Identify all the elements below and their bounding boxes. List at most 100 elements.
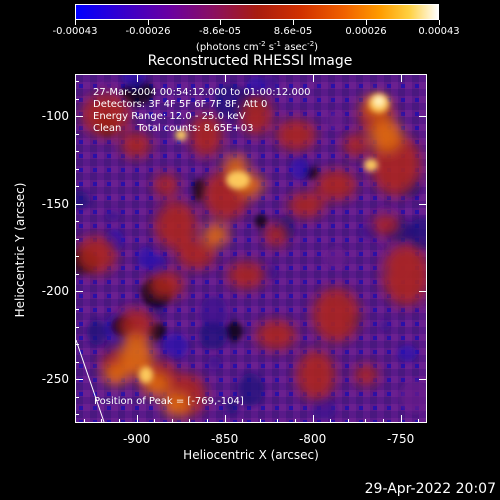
x-minor-tick xyxy=(259,419,261,423)
y-minor-tick xyxy=(75,361,79,363)
colorbar-tick xyxy=(148,20,149,25)
colorbar-tick xyxy=(220,20,221,25)
x-major-tick-top xyxy=(224,74,226,82)
noise-blob xyxy=(137,246,155,270)
noise-blob xyxy=(198,321,228,350)
y-minor-tick xyxy=(75,291,79,293)
emission-blob xyxy=(147,270,185,300)
info-energy-range: Energy Range: 12.0 - 25.0 keV xyxy=(93,111,246,122)
y-minor-tick xyxy=(75,309,79,310)
y-major-tick-right xyxy=(419,203,427,205)
info-detectors: Detectors: 3F 4F 5F 6F 7F 8F, Att 0 xyxy=(93,99,268,110)
colorbar-tick-label: -0.00026 xyxy=(125,26,171,37)
x-minor-tick xyxy=(83,419,85,423)
y-minor-tick xyxy=(75,414,79,416)
noise-blob xyxy=(86,319,108,346)
y-minor-tick xyxy=(75,133,79,135)
x-minor-tick xyxy=(312,419,314,423)
y-major-tick-right xyxy=(419,291,427,293)
emission-peak xyxy=(374,95,384,107)
noise-blob xyxy=(192,178,207,194)
x-minor-tick xyxy=(171,419,173,423)
x-minor-tick xyxy=(189,419,191,423)
x-axis-label: Heliocentric X (arcsec) xyxy=(183,448,319,462)
emission-blob xyxy=(81,92,131,138)
y-major-tick xyxy=(75,116,83,118)
colorbar-tick-label: -0.00043 xyxy=(52,26,98,37)
x-minor-tick xyxy=(365,419,367,423)
emission-blob xyxy=(382,244,426,306)
x-minor-tick xyxy=(295,419,296,423)
emission-blob xyxy=(189,113,223,157)
y-major-tick xyxy=(75,379,83,381)
noise-blob xyxy=(162,333,189,359)
emission-blob xyxy=(312,287,360,343)
x-tick-label: -750 xyxy=(386,432,415,446)
x-minor-tick xyxy=(347,419,349,423)
emission-core xyxy=(226,170,250,190)
noise-blob xyxy=(399,380,426,414)
y-major-tick xyxy=(75,291,83,293)
observation-info: 27-Mar-2004 00:54:12.000 to 01:00:12.000… xyxy=(93,87,311,135)
colorbar-tick-label: 8.6e-05 xyxy=(273,26,313,37)
limb-line xyxy=(76,339,105,422)
noise-blob xyxy=(246,76,266,98)
colorbar-tick xyxy=(366,20,367,25)
y-minor-tick xyxy=(75,203,79,205)
noise-blob xyxy=(207,356,222,370)
y-minor-tick xyxy=(75,186,79,188)
noise-blob xyxy=(264,264,278,280)
colorbar-tick-label: 0.00043 xyxy=(418,26,460,37)
emission-blob xyxy=(76,235,117,275)
unit-part: (photons cm xyxy=(195,42,259,53)
noise-blob xyxy=(290,156,310,180)
emission-blob xyxy=(239,94,273,136)
x-major-tick-top xyxy=(136,74,138,82)
emission-blob xyxy=(315,169,357,201)
x-major-tick-top xyxy=(312,74,314,82)
y-tick-label: -150 xyxy=(41,196,69,211)
y-tick-label: -100 xyxy=(41,109,69,124)
y-minor-tick xyxy=(75,273,79,275)
unit-part: ) xyxy=(314,42,319,53)
emission-blob xyxy=(287,192,325,218)
y-tick-label: -250 xyxy=(41,372,69,387)
y-minor-tick xyxy=(75,344,79,346)
emission-blob xyxy=(120,131,152,159)
unit-exp: -2 xyxy=(258,40,266,48)
noise-blob xyxy=(121,75,147,88)
noise-blob xyxy=(397,345,418,362)
emission-blob-bright xyxy=(162,393,190,417)
emission-blob xyxy=(353,364,379,386)
unit-part: asec xyxy=(281,42,308,53)
emission-blob xyxy=(227,260,265,290)
info-clean-counts: Clean Total counts: 8.65E+03 xyxy=(93,123,254,134)
unit-exp: -1 xyxy=(274,40,282,48)
image-plot-area xyxy=(75,74,427,423)
emission-blob xyxy=(371,214,401,236)
x-major-tick-top xyxy=(400,74,402,82)
y-minor-tick xyxy=(75,256,79,258)
y-minor-tick xyxy=(75,326,79,328)
emission-blob xyxy=(342,133,370,157)
colorbar-tick-label: -8.6e-05 xyxy=(199,26,241,37)
x-minor-tick xyxy=(277,419,279,423)
noise-blob xyxy=(224,399,239,415)
emission-blob xyxy=(296,350,336,400)
colorbar-tick xyxy=(439,20,440,25)
emission-core xyxy=(364,158,378,172)
emission-blob-bright xyxy=(103,365,129,385)
noise-blob xyxy=(324,247,348,269)
y-major-tick xyxy=(75,203,83,205)
noise-blob xyxy=(237,372,264,407)
x-minor-tick xyxy=(224,419,226,423)
x-minor-tick xyxy=(242,419,244,423)
noise-blob xyxy=(327,110,345,131)
y-minor-tick xyxy=(75,151,79,153)
peak-position-label: Position of Peak = [-769,-104] xyxy=(94,396,244,407)
y-major-tick-right xyxy=(419,379,427,381)
emission-blob xyxy=(117,308,155,342)
colorbar-tick xyxy=(75,20,76,25)
y-major-tick-right xyxy=(419,116,427,118)
